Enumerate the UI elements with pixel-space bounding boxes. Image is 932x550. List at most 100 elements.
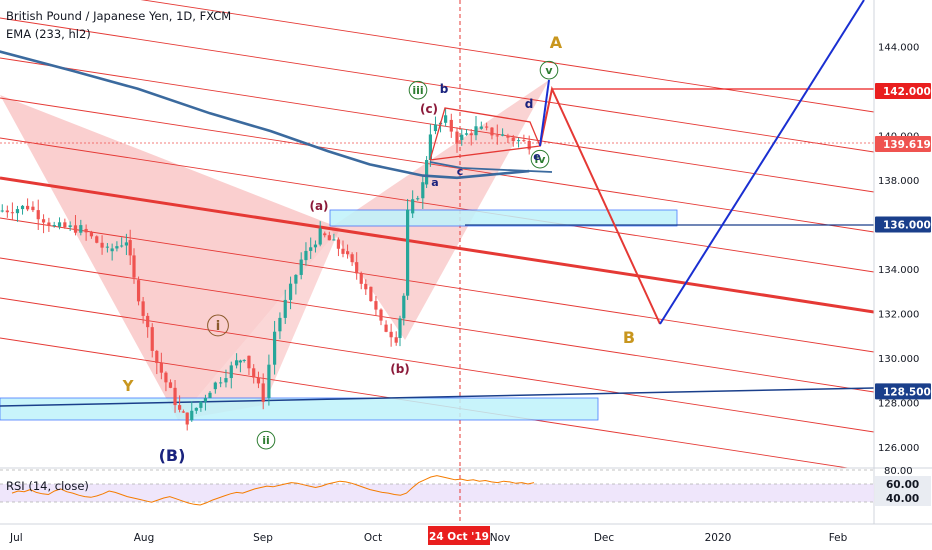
candle-body <box>421 182 425 199</box>
candle-body <box>406 209 410 296</box>
channel-line <box>0 297 874 433</box>
candle-body <box>57 222 62 227</box>
wave-label: b <box>440 82 449 96</box>
wave-label: B <box>623 328 635 347</box>
candle-body <box>100 242 104 248</box>
time-tick-label: Jul <box>9 532 23 544</box>
rsi-tick-label: 60.00 <box>886 479 919 491</box>
level-128-5 <box>0 387 874 407</box>
price-marker-label: 128.500 <box>883 386 931 398</box>
price-tick-label: 126.000 <box>878 443 919 454</box>
candle-body <box>449 119 453 132</box>
candle-body <box>141 301 145 316</box>
candle-body <box>208 392 212 399</box>
candle-body <box>341 248 345 254</box>
triangle-pattern <box>429 107 553 173</box>
channel-line <box>140 0 874 113</box>
candle-body <box>150 327 154 351</box>
channel-median <box>0 176 874 314</box>
candle-body <box>31 206 35 211</box>
wave-label: iv <box>535 153 547 166</box>
candle-body <box>146 315 150 328</box>
candle-body <box>464 133 469 135</box>
price-tick-label: 128.000 <box>878 399 919 410</box>
candle-body <box>36 210 40 220</box>
candle-body <box>350 254 354 263</box>
candle-body <box>242 359 246 361</box>
regression-channel <box>0 0 874 468</box>
wave-circle <box>408 80 428 100</box>
candle-body <box>120 245 124 247</box>
candle-body <box>495 135 499 137</box>
wave-label: ii <box>262 434 270 447</box>
candle-body <box>155 350 159 364</box>
candle-body <box>501 134 505 136</box>
candle-body <box>219 382 223 384</box>
candle-body <box>416 198 420 200</box>
candle-body <box>444 115 448 123</box>
candle-body <box>63 222 67 228</box>
wave-label: (c) <box>420 102 438 116</box>
candle-body <box>73 225 78 233</box>
channel-line <box>0 17 874 153</box>
ema-233-line <box>0 50 530 180</box>
candle-body <box>178 405 182 410</box>
rsi-tick-label: 80.00 <box>884 466 913 477</box>
candle-body <box>41 219 46 223</box>
wave-label: Y <box>122 377 135 395</box>
wave-v-blue <box>539 79 550 147</box>
candle-body <box>247 355 251 369</box>
wave-circle <box>530 149 550 169</box>
rsi-tick-box <box>875 476 931 492</box>
wave-label: (B) <box>159 446 186 465</box>
price-axis-markers: 142.000 139.619 136.000 128.500 <box>875 83 931 400</box>
candle-body <box>256 377 261 384</box>
candle-body <box>506 135 510 138</box>
candle-body <box>318 228 322 245</box>
candle-body <box>294 274 298 284</box>
candle-body <box>394 337 398 343</box>
candle-body <box>203 398 208 402</box>
wave-label: (b) <box>390 362 410 376</box>
candle-body <box>185 412 189 425</box>
support-zone-upper <box>329 209 678 227</box>
time-axis-labels: Jul Aug Sep Oct Nov Dec 2020 Feb 24 Oct '19 <box>9 526 848 545</box>
candle-body <box>128 240 132 256</box>
candle-body <box>159 362 163 373</box>
triangle-ema-segment <box>429 161 553 173</box>
candle-body <box>309 247 313 251</box>
candle-body <box>0 210 4 212</box>
wave-label: a <box>431 176 438 189</box>
candle-body <box>283 299 287 318</box>
candle-body <box>47 222 51 226</box>
price-tick-label: 130.000 <box>878 354 919 365</box>
triangle-outline <box>429 107 541 161</box>
candle-body <box>89 232 94 237</box>
time-highlight-label: 24 Oct '19 <box>429 531 489 543</box>
chart-title: British Pound / Japanese Yen, 1D, FXCM <box>6 9 232 23</box>
candle-body <box>433 124 438 132</box>
candle-body <box>299 259 303 275</box>
candle-body <box>132 255 136 278</box>
candle-body <box>199 401 203 408</box>
rsi-tick-box <box>875 490 931 506</box>
time-tick-label: Feb <box>829 532 848 544</box>
pattern-leg-mid <box>178 228 340 420</box>
candle-body <box>273 331 277 365</box>
candle-body <box>411 199 415 214</box>
candle-body <box>5 210 9 213</box>
candle-body <box>115 246 119 249</box>
candle-body <box>522 140 526 142</box>
candle-body <box>52 225 56 227</box>
candle-body <box>288 283 293 300</box>
candle-body <box>15 209 20 214</box>
rsi-band <box>0 484 874 502</box>
candle-body <box>164 372 168 383</box>
rsi-tick-label: 40.00 <box>886 493 919 505</box>
candle-body <box>10 212 14 214</box>
candle-body <box>105 246 109 248</box>
candle-body <box>261 383 265 402</box>
time-tick-label: Dec <box>594 532 615 544</box>
candle-body <box>460 134 464 140</box>
